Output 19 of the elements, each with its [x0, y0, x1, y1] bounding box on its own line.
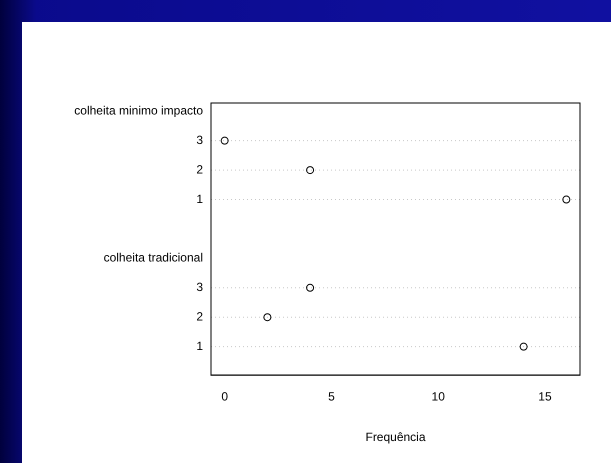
point: [520, 342, 528, 351]
point: [220, 136, 229, 145]
y-tick-label: 3: [196, 132, 204, 147]
y-tick-label: 1: [196, 192, 204, 206]
y-tick-label: 2: [196, 162, 204, 176]
x-tick-label: 10: [432, 390, 446, 404]
point: [562, 196, 570, 204]
y-tick-label: 1: [196, 338, 204, 353]
point: [306, 284, 314, 292]
x-tick-label: 15: [538, 390, 552, 404]
x-axis-title: Frequência: [365, 430, 426, 444]
y-tick-label: colheita minimo impacto: [74, 104, 204, 118]
x-tick-label: 0: [221, 390, 228, 404]
point: [263, 313, 272, 322]
y-tick-label: 2: [196, 310, 204, 324]
y-tick-label: colheita tradicional: [104, 250, 203, 265]
y-tick-label: 3: [196, 280, 204, 294]
point: [306, 166, 314, 174]
x-tick-label: 5: [328, 390, 336, 404]
